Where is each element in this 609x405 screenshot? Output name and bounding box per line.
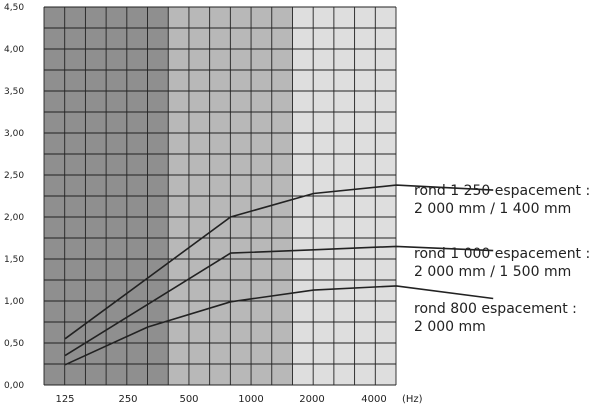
x-tick-label: 250 xyxy=(118,394,137,405)
y-tick-label: 1,00 xyxy=(4,297,24,307)
y-tick-label: 4,50 xyxy=(4,3,24,13)
y-tick-label: 1,50 xyxy=(4,255,24,265)
legend-entry-1250: rond 1 250 espacement : 2 000 mm / 1 400… xyxy=(414,182,590,218)
x-tick-label: 125 xyxy=(55,394,74,405)
x-tick-label: 1000 xyxy=(238,394,263,405)
legend-line: 2 000 mm / 1 400 mm xyxy=(414,201,572,217)
x-tick-label: 4000 xyxy=(361,394,386,405)
legend-entry-800: rond 800 espacement : 2 000 mm xyxy=(414,300,577,336)
series-line-1 xyxy=(64,245,494,357)
legend-line: rond 800 espacement : xyxy=(414,301,577,317)
y-tick-label: 4,00 xyxy=(4,45,24,55)
y-tick-label: 0,50 xyxy=(4,339,24,349)
x-tick-labels: 125 250 500 1000 2000 4000 xyxy=(55,394,386,405)
x-unit-label: (Hz) xyxy=(402,394,423,405)
series-lines xyxy=(64,184,494,366)
y-tick-label: 2,50 xyxy=(4,171,24,181)
x-tick-label: 500 xyxy=(179,394,198,405)
y-tick-label: 3,00 xyxy=(4,129,24,139)
series-line-0 xyxy=(64,184,494,340)
y-tick-labels: 0,00 0,50 1,00 1,50 2,00 2,50 3,00 3,50 4,00 4,50 xyxy=(4,3,24,391)
y-tick-label: 0,00 xyxy=(4,381,24,391)
grid-lines xyxy=(43,6,397,386)
legend-line: 2 000 mm / 1 500 mm xyxy=(414,264,572,280)
legend-line: rond 1 250 espacement : xyxy=(414,183,591,199)
legend-entry-1000: rond 1 000 espacement : 2 000 mm / 1 500… xyxy=(414,245,590,281)
y-tick-label: 2,00 xyxy=(4,213,24,223)
legend-line: rond 1 000 espacement : xyxy=(414,246,591,262)
series-line-2 xyxy=(64,285,494,366)
legend-line: 2 000 mm xyxy=(414,319,486,335)
x-tick-label: 2000 xyxy=(299,394,324,405)
y-tick-label: 3,50 xyxy=(4,87,24,97)
